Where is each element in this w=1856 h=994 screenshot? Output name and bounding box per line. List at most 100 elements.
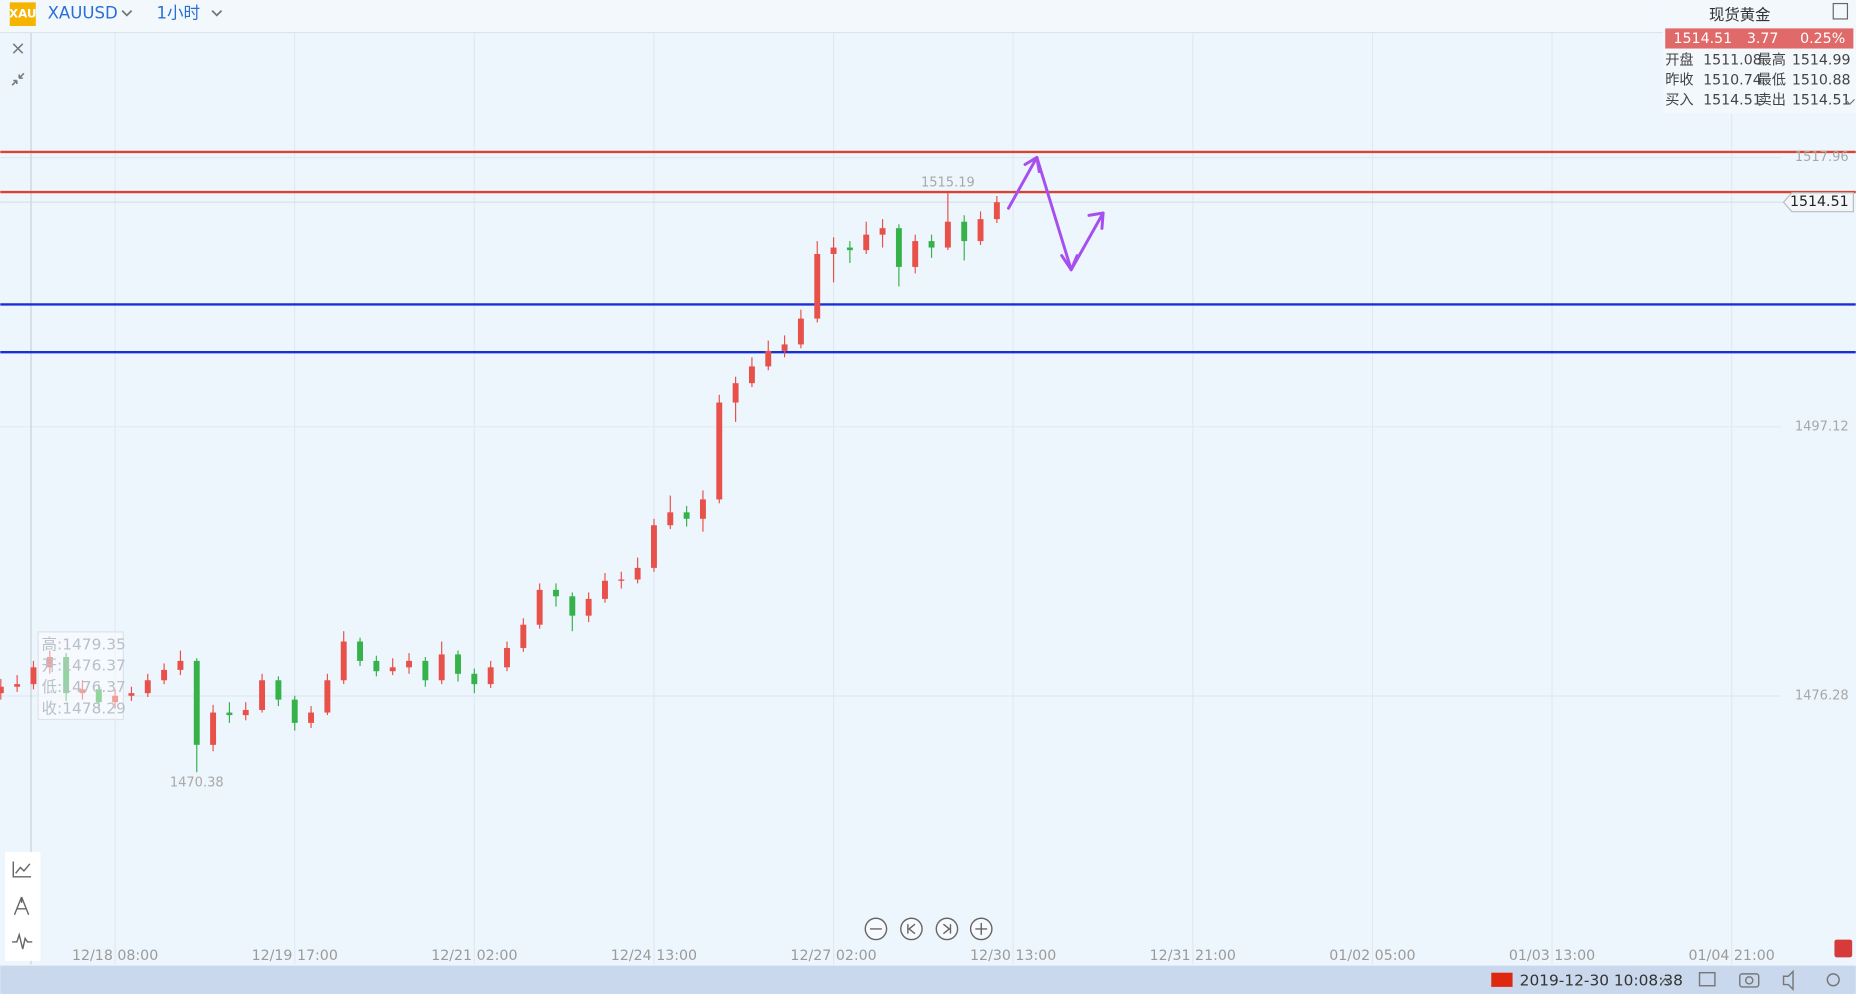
- x-tick-label: 01/03 13:00: [1509, 948, 1595, 964]
- candle-body: [912, 241, 919, 267]
- candle-body: [291, 699, 298, 723]
- candle-body: [797, 318, 804, 345]
- candle-body: [112, 695, 119, 703]
- candle-body: [895, 228, 902, 267]
- quote-cell: 开盘: [1665, 51, 1693, 68]
- y-tick-label: 1517.96: [1795, 150, 1849, 165]
- candle-body: [438, 654, 445, 681]
- candle-body: [683, 512, 690, 519]
- tooltip-line: 低:1476.37: [42, 678, 126, 696]
- candle-body: [259, 680, 266, 710]
- x-tick-label: 12/30 13:00: [970, 948, 1056, 964]
- settings-icon[interactable]: [1826, 973, 1840, 987]
- candle-body: [161, 669, 168, 681]
- candle-body: [422, 660, 429, 681]
- tool-icons: [12, 861, 33, 950]
- quote-change: 3.77: [1747, 31, 1779, 47]
- window-icon[interactable]: [1698, 971, 1716, 987]
- chevron[interactable]: [1844, 98, 1855, 105]
- close-icon[interactable]: [12, 43, 24, 54]
- candle-body: [487, 667, 494, 685]
- arrow-head: [1087, 211, 1105, 230]
- tooltip-line: 高:1479.35: [42, 635, 126, 653]
- candle-body: [128, 693, 135, 696]
- go-start[interactable]: [900, 917, 923, 941]
- sound-icon[interactable]: [1782, 969, 1794, 991]
- quote-cell: 1510.74: [1703, 72, 1762, 88]
- candle-body: [210, 712, 217, 745]
- candle-body: [961, 221, 968, 242]
- candle-body: [0, 686, 4, 694]
- candle-body: [830, 247, 837, 255]
- x-tick-label: 12/18 08:00: [72, 948, 158, 964]
- quote-price: 1514.51: [1674, 31, 1733, 47]
- camera-icon[interactable]: [1739, 973, 1760, 988]
- candle-body: [389, 667, 396, 672]
- quote-cell: 最低: [1758, 72, 1786, 88]
- candle-body: [455, 654, 461, 674]
- y-tick-label: 1497.12: [1795, 419, 1849, 434]
- quote-cell: 买入: [1665, 93, 1693, 109]
- zoom-glyphs: [870, 923, 988, 935]
- x-tick-label: 12/21 02:00: [431, 948, 517, 964]
- alert-icon[interactable]: [1834, 939, 1853, 958]
- candle-body: [879, 228, 886, 235]
- candle-body: [634, 567, 641, 580]
- draw-icon[interactable]: [13, 896, 30, 915]
- quote-cell: 1514.51: [1703, 93, 1762, 109]
- timeframe[interactable]: 1小时: [156, 4, 200, 23]
- quote-cell: 1514.51: [1792, 93, 1851, 109]
- x-tick-label: 01/02 05:00: [1329, 948, 1415, 964]
- candle-body: [63, 657, 70, 694]
- candle-body: [340, 641, 347, 681]
- y-tick-label: 1476.28: [1795, 689, 1849, 704]
- candle-body: [651, 525, 657, 568]
- chevron[interactable]: [121, 10, 133, 17]
- quote-bar: [1665, 28, 1854, 49]
- indicator-icon[interactable]: [12, 861, 32, 878]
- candle-body: [373, 660, 380, 672]
- go-end[interactable]: [935, 917, 959, 941]
- candle-body: [585, 598, 592, 616]
- quote-cell: 1514.99: [1792, 52, 1851, 68]
- candle-body: [30, 667, 37, 685]
- candle-body: [748, 366, 755, 384]
- logo-text: XAU: [9, 7, 37, 21]
- arrow-head: [1023, 155, 1041, 174]
- tool-panel: [5, 852, 41, 961]
- x-tick-label: 12/19 17:00: [252, 948, 338, 964]
- candles: [0, 193, 1000, 773]
- chevron[interactable]: [1660, 977, 1671, 985]
- quote-title: 现货黄金: [1709, 6, 1771, 24]
- candle-body: [944, 221, 951, 248]
- last-price-tag: [1782, 192, 1854, 213]
- candle-body: [618, 579, 625, 581]
- candle-body: [553, 589, 559, 597]
- status-bar: [0, 965, 1856, 994]
- grid: [0, 33, 1782, 965]
- quote-cell: 最高: [1758, 51, 1786, 68]
- candle-body: [79, 689, 86, 694]
- exit-icon[interactable]: [1832, 2, 1849, 20]
- high-label: 1515.19: [921, 175, 975, 190]
- shrink-icon[interactable]: [11, 72, 25, 86]
- last-price-label: 1514.51: [1790, 194, 1849, 210]
- candle-body: [275, 680, 282, 700]
- x-tick-label: 12/24 13:00: [611, 948, 697, 964]
- chevron[interactable]: [211, 10, 223, 17]
- candle-body: [226, 712, 233, 716]
- camera-lens: [1744, 976, 1754, 985]
- toolbar: [0, 0, 1663, 32]
- candle-body: [699, 499, 706, 519]
- wave-icon[interactable]: [12, 932, 33, 950]
- quote-percent: 0.25%: [1800, 31, 1845, 47]
- drawn-arrows: [1006, 155, 1105, 272]
- zoom-controls: [864, 917, 993, 941]
- symbol[interactable]: XAUUSD: [48, 4, 118, 23]
- candle-body: [846, 247, 853, 251]
- arrow-path: [1006, 155, 1105, 272]
- candle-body: [667, 512, 674, 526]
- candle-body: [781, 344, 788, 351]
